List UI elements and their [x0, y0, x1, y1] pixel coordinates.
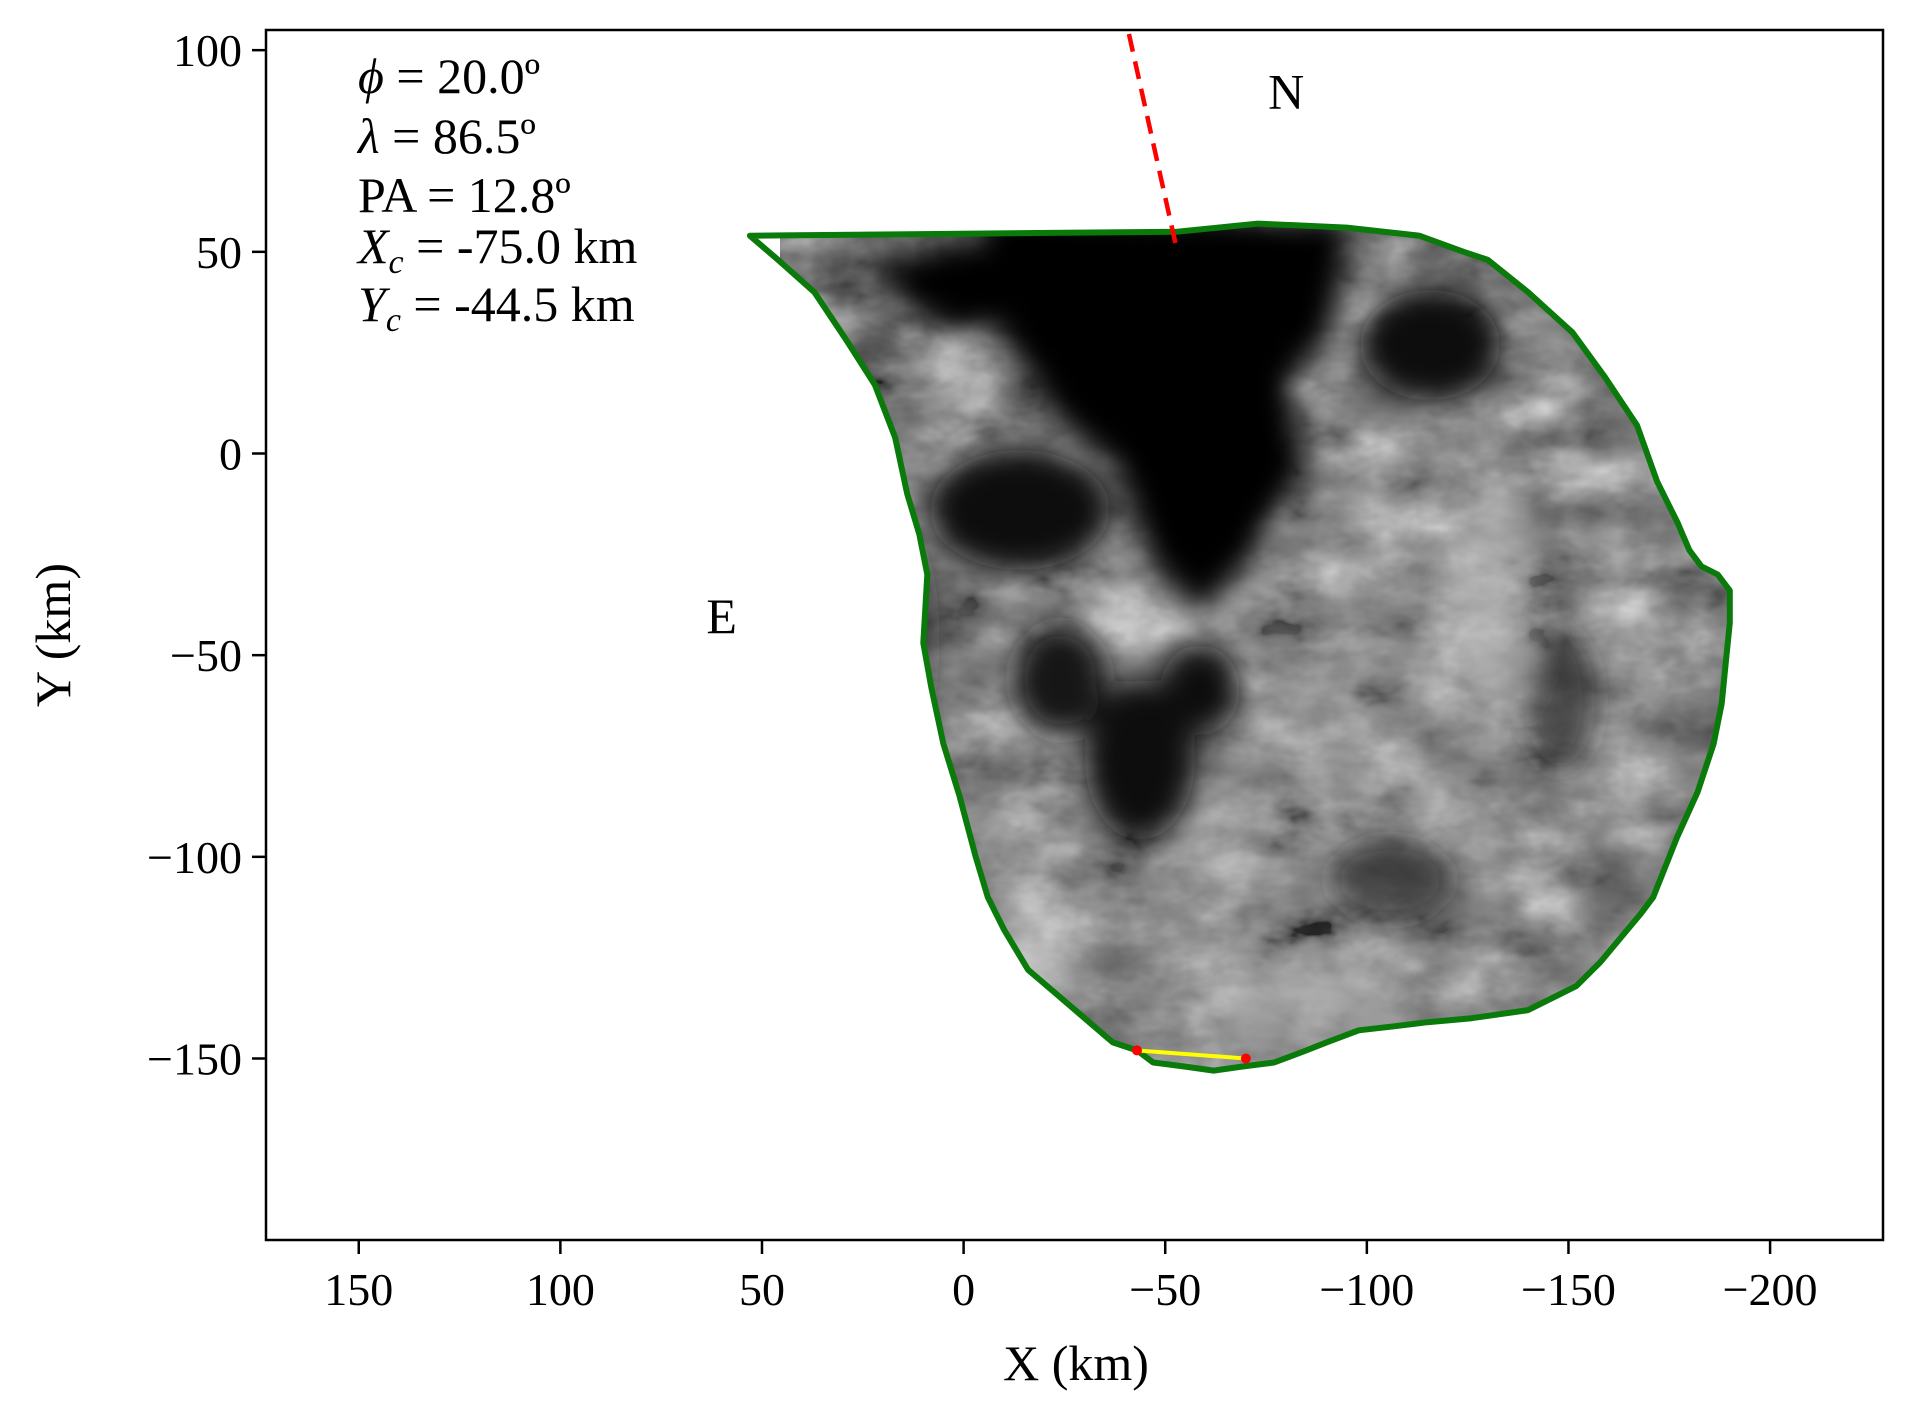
- yc-annotation: Yc = -44.5 km: [358, 276, 635, 339]
- plot-frame: [264, 28, 1885, 1242]
- x-tick-label: −150: [1521, 1264, 1616, 1315]
- plot-area: [266, 30, 1883, 1240]
- parameter-annotations: ϕ = 20.0º λ = 86.5º PA = 12.8º Xc = -75.…: [356, 48, 637, 339]
- y-tick-label: 50: [196, 227, 242, 278]
- occultation-chord: [1136, 1048, 1247, 1061]
- x-tick-label: 50: [739, 1264, 785, 1315]
- lambda-symbol: λ: [356, 108, 380, 164]
- phi-value: = 20.0º: [384, 48, 540, 104]
- x-tick-label: −200: [1723, 1264, 1818, 1315]
- xc-value: = -75.0 km: [404, 218, 638, 274]
- north-label: N: [1268, 64, 1304, 120]
- lambda-value: = 86.5º: [380, 108, 536, 164]
- xc-symbol: X: [356, 218, 391, 274]
- pa-annotation: PA = 12.8º: [358, 167, 571, 223]
- x-tick-label: −100: [1319, 1264, 1414, 1315]
- y-tick-label: 100: [173, 25, 242, 76]
- asteroid-image: [780, 223, 1730, 1071]
- y-tick-label: −50: [170, 630, 242, 681]
- y-tick-label: −150: [147, 1034, 242, 1085]
- phi-annotation: ϕ = 20.0º: [358, 48, 540, 104]
- yc-value: = -44.5 km: [401, 276, 635, 332]
- x-axis: 150 100 50 0 −50 −100 −150 −200: [324, 1240, 1818, 1315]
- y-tick-label: 0: [219, 429, 242, 480]
- limb-outline: [746, 220, 1733, 1074]
- x-tick-label: −50: [1129, 1264, 1201, 1315]
- phi-symbol: ϕ: [358, 48, 384, 104]
- x-tick-label: 150: [324, 1264, 393, 1315]
- chord-endpoint: [1132, 1045, 1143, 1056]
- x-tick-label: 100: [526, 1264, 595, 1315]
- xc-annotation: Xc = -75.0 km: [356, 218, 637, 281]
- east-label: E: [706, 588, 737, 644]
- yc-subscript: c: [386, 302, 401, 339]
- lambda-annotation: λ = 86.5º: [356, 108, 536, 164]
- north-pole-line: [1126, 33, 1180, 253]
- xc-subscript: c: [389, 244, 404, 281]
- y-axis-title: Y (km): [25, 563, 81, 707]
- y-tick-label: −100: [147, 832, 242, 883]
- yc-symbol: Y: [358, 276, 391, 332]
- chord-endpoint: [1240, 1053, 1251, 1064]
- x-axis-title: X (km): [1003, 1335, 1149, 1391]
- y-axis: 100 50 0 −50 −100 −150: [147, 25, 266, 1085]
- x-tick-label: 0: [952, 1264, 975, 1315]
